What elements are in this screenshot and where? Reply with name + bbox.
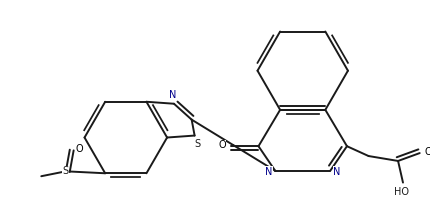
Text: N: N bbox=[264, 167, 272, 177]
Text: N: N bbox=[333, 167, 341, 177]
Text: O: O bbox=[425, 147, 430, 157]
Text: O: O bbox=[76, 144, 83, 154]
Text: N: N bbox=[169, 90, 177, 100]
Text: S: S bbox=[194, 139, 201, 149]
Text: S: S bbox=[63, 166, 69, 176]
Text: HO: HO bbox=[393, 187, 408, 197]
Text: O: O bbox=[218, 140, 226, 150]
